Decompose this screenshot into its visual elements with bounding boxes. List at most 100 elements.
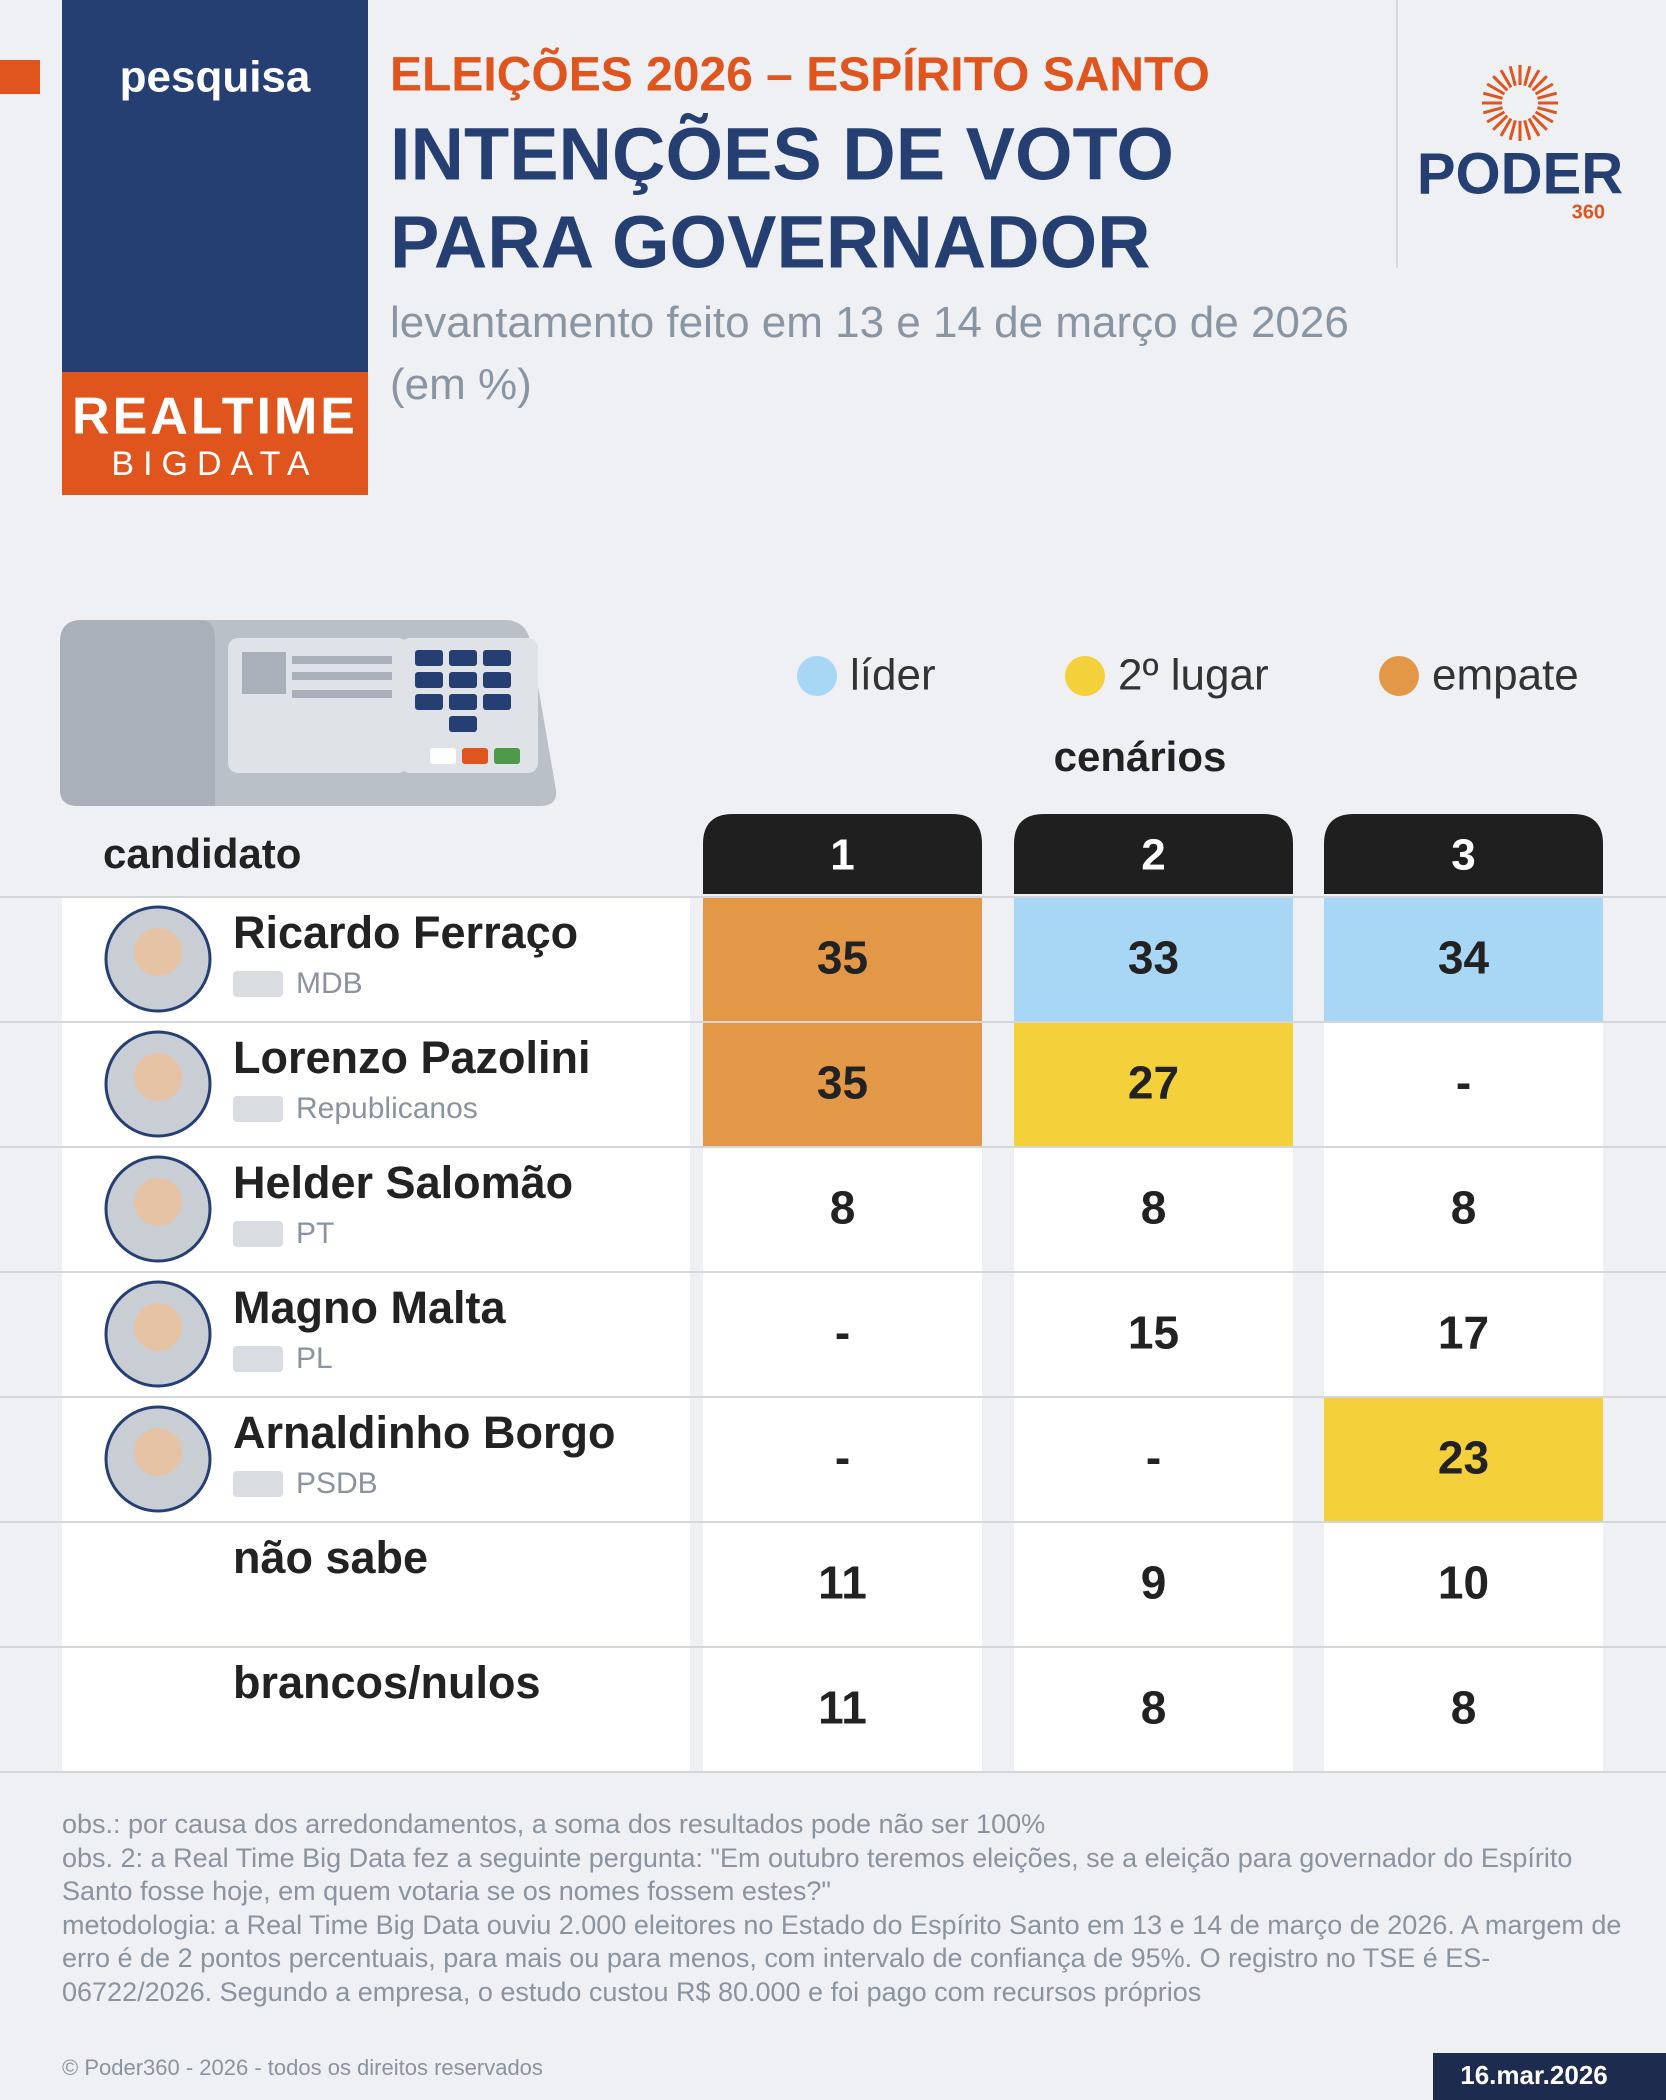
column-bg	[1324, 897, 1603, 1772]
logo-ray	[1531, 114, 1548, 131]
party: Republicanos	[296, 1092, 478, 1125]
logo-ray	[1531, 75, 1548, 92]
key	[415, 650, 443, 666]
logo-ray	[1508, 119, 1517, 141]
cell-highlight	[1324, 1397, 1603, 1522]
date: 16.mar.2026	[1460, 2060, 1607, 2090]
cell-value: 35	[817, 932, 868, 984]
key	[449, 650, 477, 666]
logo-ray	[1482, 91, 1504, 100]
brand-line: REALTIME	[72, 388, 358, 446]
key	[415, 672, 443, 688]
logo-ray	[1527, 69, 1541, 89]
title: PARA GOVERNADOR	[390, 201, 1151, 284]
cell-value: 34	[1438, 932, 1490, 984]
photo-face	[134, 928, 182, 976]
cell-value: 17	[1438, 1307, 1489, 1359]
cell-value: 15	[1128, 1307, 1179, 1359]
logo-ray	[1527, 117, 1541, 137]
voting-machine-icon	[60, 620, 557, 806]
key	[483, 694, 511, 710]
note: metodologia: a Real Time Big Data ouviu …	[62, 1909, 1622, 2007]
party: PT	[296, 1217, 334, 1250]
photo-face	[134, 1053, 182, 1101]
candidate-name: Arnaldinho Borgo	[233, 1407, 615, 1458]
cell-value: 8	[1451, 1182, 1477, 1234]
logo-ray	[1508, 65, 1517, 87]
cell-value: 11	[818, 1557, 867, 1609]
cell-value: 8	[1451, 1682, 1477, 1734]
key	[415, 694, 443, 710]
note: obs. 2: a Real Time Big Data fez a segui…	[62, 1842, 1573, 1907]
party-logo	[233, 971, 283, 997]
cell-value: -	[835, 1432, 850, 1484]
logo-ray	[1499, 69, 1513, 89]
cell-value: 33	[1128, 932, 1179, 984]
note: obs.: por causa dos arredondamentos, a s…	[62, 1809, 1046, 1839]
party-logo	[233, 1096, 283, 1122]
column-header-bg	[703, 814, 982, 894]
logo-ray	[1486, 110, 1506, 124]
cell-value: 9	[1141, 1557, 1167, 1609]
column-header-bg	[1014, 814, 1293, 894]
cell-value: -	[1146, 1432, 1161, 1484]
cell-value: 8	[1141, 1682, 1167, 1734]
legend-swatch	[1065, 656, 1105, 696]
logo-sub: 360	[1572, 201, 1605, 223]
column-header: 1	[830, 831, 854, 880]
logo-ray	[1486, 82, 1506, 96]
logo-mark	[1482, 65, 1558, 141]
cell-value: -	[835, 1307, 850, 1359]
party: MDB	[296, 967, 363, 1000]
party: PSDB	[296, 1467, 378, 1500]
cell-highlight	[1014, 897, 1293, 1022]
column-label: candidato	[103, 830, 301, 877]
photo-face	[134, 1428, 182, 1476]
photo-face	[134, 1303, 182, 1351]
cell-highlight	[703, 1022, 982, 1147]
column-header: 3	[1451, 831, 1475, 880]
party-logo	[233, 1471, 283, 1497]
logo-ray	[1536, 106, 1558, 115]
candidate-name: Lorenzo Pazolini	[233, 1032, 591, 1083]
column-header-bg	[1324, 814, 1603, 894]
legend-swatch	[1379, 656, 1419, 696]
title: INTENÇÕES DE VOTO	[390, 113, 1174, 196]
key	[449, 672, 477, 688]
column-header: 2	[1141, 831, 1165, 880]
legend-swatch	[797, 656, 837, 696]
kicker: pesquisa	[120, 53, 311, 102]
party: PL	[296, 1342, 333, 1375]
copyright: © Poder360 - 2026 - todos os direitos re…	[62, 2055, 543, 2080]
cell-highlight	[1014, 1022, 1293, 1147]
overline: ELEIÇÕES 2026 – ESPÍRITO SANTO	[390, 47, 1210, 102]
scenarios-label: cenários	[1054, 733, 1227, 780]
key	[483, 672, 511, 688]
cell-value: 10	[1438, 1557, 1489, 1609]
cell-value: -	[1456, 1057, 1471, 1109]
notes: obs.: por causa dos arredondamentos, a s…	[62, 1808, 1622, 2009]
logo: PODER	[1417, 141, 1623, 206]
logo-ray	[1534, 110, 1554, 124]
candidate-name: brancos/nulos	[233, 1657, 541, 1708]
photo-face	[134, 1178, 182, 1226]
date-box	[1433, 2053, 1666, 2100]
legend-label: líder	[850, 651, 936, 700]
key	[483, 650, 511, 666]
logo-ray	[1523, 119, 1532, 141]
logo-ray	[1499, 117, 1513, 137]
logo-ray	[1482, 106, 1504, 115]
candidate-name: Helder Salomão	[233, 1157, 573, 1208]
party-logo	[233, 1346, 283, 1372]
cell-value: 8	[1141, 1182, 1167, 1234]
kicker-box	[62, 0, 368, 372]
brand-line: BIGDATA	[111, 445, 318, 483]
cell-value: 11	[818, 1682, 867, 1734]
candidate-name: Magno Malta	[233, 1282, 506, 1333]
cell-value: 23	[1438, 1432, 1489, 1484]
party-logo	[233, 1221, 283, 1247]
cell-value: 8	[830, 1182, 856, 1234]
